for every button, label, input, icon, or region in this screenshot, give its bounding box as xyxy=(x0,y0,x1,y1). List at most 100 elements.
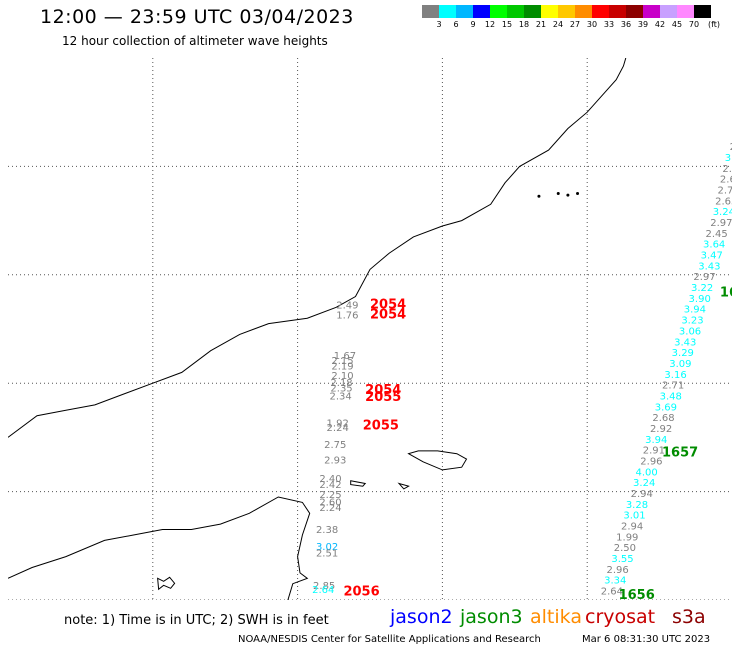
scale-swatch xyxy=(456,5,473,18)
timestamp-text: Mar 6 08:31:30 UTC 2023 xyxy=(582,634,711,645)
pass-time-label: 165 xyxy=(720,285,732,300)
wave-height-label: 3.90 xyxy=(689,294,711,305)
scale-swatch xyxy=(541,5,558,18)
wave-height-label: 2.64 xyxy=(601,587,623,598)
scale-tick-label: 42 xyxy=(654,20,666,29)
wave-height-label: 2.91 xyxy=(643,446,665,457)
wave-height-label: 3.28 xyxy=(626,500,648,511)
wave-height-label: 2.42 xyxy=(319,480,341,491)
scale-tick-label: 45 xyxy=(671,20,683,29)
coastline xyxy=(8,58,627,600)
wave-height-label: 2.93 xyxy=(324,455,346,466)
pass-time-label: 2054 xyxy=(370,297,406,312)
wave-height-label: 3.94 xyxy=(684,305,706,316)
wave-height-label: 4.00 xyxy=(635,467,657,478)
scale-swatch xyxy=(660,5,677,18)
scale-swatch xyxy=(507,5,524,18)
altimeter-points: 2.491.76 1.672.152.192.102.182.352.34 1.92… xyxy=(312,142,732,600)
wave-height-label: 2.15 xyxy=(331,356,353,367)
wave-height-label: 2.92 xyxy=(650,424,672,435)
chart-title: 12:00 — 23:59 UTC 03/04/2023 xyxy=(40,6,354,28)
legend-cryosat: cryosat xyxy=(585,606,656,628)
scale-swatch xyxy=(439,5,456,18)
wave-height-label: 3.94 xyxy=(645,435,667,446)
scale-swatch xyxy=(677,5,694,18)
wave-height-label: 2.51 xyxy=(316,549,338,560)
legend-s3a: s3a xyxy=(672,606,706,628)
scale-swatch xyxy=(422,5,439,18)
arabian-coastline xyxy=(8,58,627,438)
wave-height-label: 2.85 xyxy=(313,581,335,592)
scale-tick-label: 15 xyxy=(501,20,513,29)
scale-tick-label: 12 xyxy=(484,20,496,29)
credit-text: NOAA/NESDIS Center for Satellite Applica… xyxy=(238,634,541,645)
wave-height-label: 3.34 xyxy=(604,576,626,587)
wave-height-label: 3.23 xyxy=(681,316,703,327)
scale-tick-label: 9 xyxy=(470,20,476,29)
scale-tick-label: 33 xyxy=(603,20,615,29)
scale-tick-label: 3 xyxy=(436,20,442,29)
somalia-coastline xyxy=(8,496,311,600)
color-scale-ticks: 3 6 9 12 15 18 21 24 27 30 33 36 39 42 45 70 (ft) xyxy=(422,18,720,30)
scale-swatch xyxy=(524,5,541,18)
wave-height-label: 3.01 xyxy=(623,511,645,522)
wave-height-map: 454851545760101214161820 2.491.761.672.1… xyxy=(8,58,732,600)
scale-tick-label: 24 xyxy=(552,20,564,29)
scale-tick-label: 30 xyxy=(586,20,598,29)
wave-height-label: 3.48 xyxy=(660,391,682,402)
scale-tick-label: 21 xyxy=(535,20,547,29)
scale-tick-label: 18 xyxy=(518,20,530,29)
scale-swatch xyxy=(575,5,592,18)
scale-tick-label: 27 xyxy=(569,20,581,29)
wave-height-label: 2.60 xyxy=(319,498,341,509)
wave-height-label: 2.50 xyxy=(614,543,636,554)
wave-height-label: 3.43 xyxy=(698,261,720,272)
color-scale-legend: 3 6 9 12 15 18 21 24 27 30 33 36 39 42 45 70 (ft) xyxy=(422,5,720,30)
wave-height-label: 3.64 xyxy=(703,240,725,251)
pass-time-label: 2056 xyxy=(343,585,379,600)
wave-height-label: 2.6 xyxy=(720,175,732,186)
wave-height-label: 3.29 xyxy=(672,348,694,359)
wave-height-label: 2.64 xyxy=(312,585,334,596)
wave-height-label: 3.55 xyxy=(611,554,633,565)
kuria-muria-islet xyxy=(566,193,570,197)
wave-height-label: 2.25 xyxy=(319,490,341,501)
wave-height-label: 2.8 xyxy=(722,164,732,175)
wave-height-label: 1.92 xyxy=(327,419,349,430)
kuria-muria-islet xyxy=(537,194,541,198)
lat-lon-grid xyxy=(8,58,732,600)
wave-height-label: 3.24 xyxy=(633,478,655,489)
wave-height-label: 2.94 xyxy=(621,522,643,533)
wave-height-label: 2.68 xyxy=(652,413,674,424)
wave-height-label: 3.06 xyxy=(679,326,701,337)
wave-height-label: 2.35 xyxy=(330,383,352,394)
scale-tick-label: 6 xyxy=(453,20,459,29)
pass-time-label: 1656 xyxy=(619,588,655,600)
wave-height-label: 2.34 xyxy=(329,391,351,402)
pass-time-label: 2055 xyxy=(365,390,401,405)
scale-swatch xyxy=(490,5,507,18)
wave-height-label: 3.16 xyxy=(664,370,686,381)
scale-unit-label: (ft) xyxy=(707,20,721,29)
wave-height-label: 2.97 xyxy=(693,272,715,283)
wave-height-label: 2.71 xyxy=(718,186,732,197)
wave-height-label: 2.40 xyxy=(319,474,341,485)
wave-height-label: 3.09 xyxy=(669,359,691,370)
wave-height-label: 2.71 xyxy=(662,381,684,392)
scale-swatch xyxy=(473,5,490,18)
pass-time-label: 2054 xyxy=(370,308,406,323)
wave-height-label: 2.75 xyxy=(324,440,346,451)
wave-height-label: 3.47 xyxy=(701,251,723,262)
scale-swatch xyxy=(592,5,609,18)
wave-height-label: 2.38 xyxy=(316,525,338,536)
kuria-muria-islet xyxy=(556,192,560,195)
wave-height-label: 2.19 xyxy=(331,362,353,373)
legend-jason3: jason3 xyxy=(460,606,523,628)
wave-height-label: 3.02 xyxy=(316,542,338,553)
legend-jason2: jason2 xyxy=(390,606,453,628)
scale-swatch xyxy=(558,5,575,18)
wave-height-label: 2.97 xyxy=(710,218,732,229)
wave-height-label: 1.76 xyxy=(336,311,358,322)
scale-swatch xyxy=(643,5,660,18)
wave-height-label: 2.65 xyxy=(715,196,732,207)
